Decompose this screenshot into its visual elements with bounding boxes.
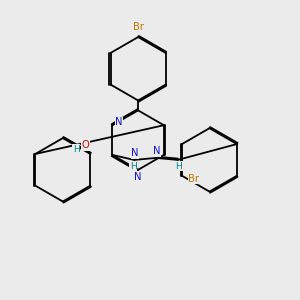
Text: H: H xyxy=(175,162,182,171)
Text: N: N xyxy=(134,172,141,182)
Text: H: H xyxy=(73,145,80,154)
Text: N: N xyxy=(115,117,123,127)
Text: Br: Br xyxy=(133,22,144,32)
Text: H: H xyxy=(130,162,136,171)
Text: N: N xyxy=(131,148,139,158)
Text: N: N xyxy=(153,146,161,157)
Text: O: O xyxy=(81,140,89,150)
Text: Br: Br xyxy=(188,174,200,184)
